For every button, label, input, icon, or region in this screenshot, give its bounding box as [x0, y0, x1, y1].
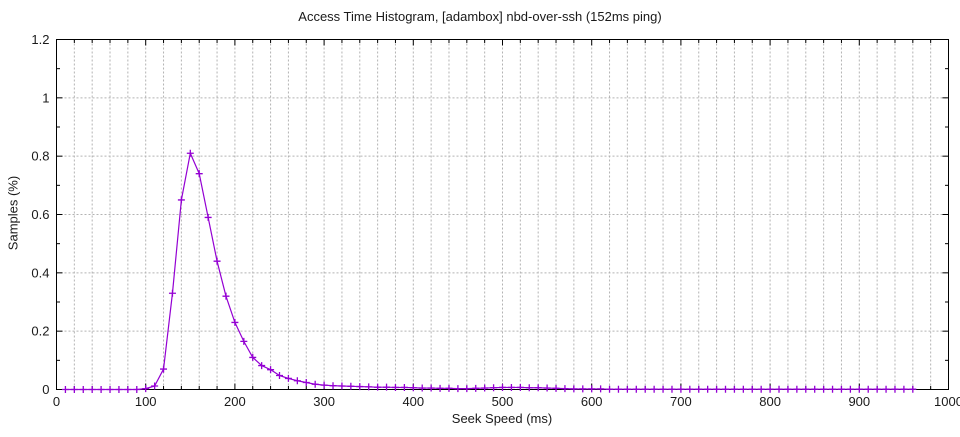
y-tick-label: 0.6	[31, 207, 49, 222]
y-tick-label: 0.8	[31, 149, 49, 164]
y-tick-label: 0.4	[31, 265, 49, 280]
y-tick-label: 0	[42, 382, 49, 397]
y-tick-label: 1	[42, 90, 49, 105]
x-tick-label: 1000	[934, 394, 960, 409]
x-tick-label: 600	[581, 394, 603, 409]
data-series-markers	[61, 149, 917, 393]
x-tick-label: 500	[492, 394, 514, 409]
y-tick-label: 1.2	[31, 32, 49, 47]
x-tick-label: 700	[670, 394, 692, 409]
chart-title: Access Time Histogram, [adambox] nbd-ove…	[298, 9, 662, 24]
x-tick-label: 300	[313, 394, 335, 409]
x-tick-label: 100	[135, 394, 157, 409]
x-tick-label: 200	[224, 394, 246, 409]
y-tick-labels: 0 0.2 0.4 0.6 0.8 1 1.2	[31, 32, 49, 397]
x-tick-label: 800	[759, 394, 781, 409]
x-tick-label: 0	[53, 394, 60, 409]
x-tick-labels: 0 100 200 300 400 500 600 700 800 900 1000	[53, 394, 960, 409]
data-series-line	[65, 152, 913, 391]
y-tick-label: 0.2	[31, 324, 49, 339]
x-tick-label: 400	[402, 394, 424, 409]
y-axis-title: Samples (%)	[5, 175, 21, 251]
x-tick-label: 900	[848, 394, 870, 409]
grid-lines	[56, 39, 949, 390]
x-axis-title: Seek Speed (ms)	[451, 411, 553, 426]
